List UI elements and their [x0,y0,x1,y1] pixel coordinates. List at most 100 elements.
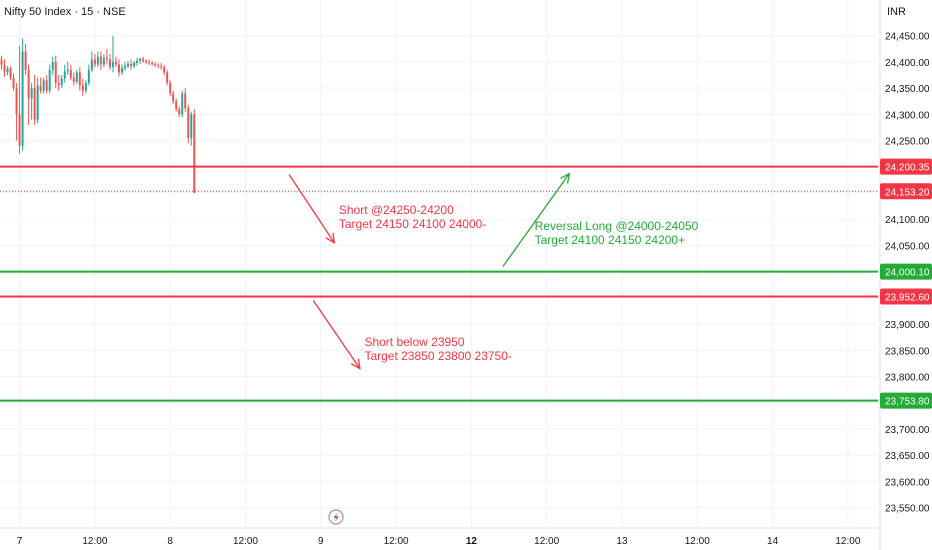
candle-body [187,108,190,138]
candle [139,57,142,65]
candle [154,61,157,68]
arrow-shaft[interactable] [312,300,361,369]
time-tick-label: 12:00 [82,536,107,547]
price-level-label: 24,153.20 [885,187,930,198]
candle-body [93,59,96,65]
candle [57,75,60,91]
candle-body [27,69,30,99]
candle [96,51,99,68]
candle-body [166,72,169,83]
candle-body [18,114,21,146]
trade-annotation[interactable]: Short below 23950 Target 23850 23800 2375… [364,335,511,363]
candles [0,35,196,193]
candle [127,60,130,69]
candle [133,60,136,69]
price-level-label: 24,200.35 [885,163,930,174]
annotation-line: Target 24150 24100 24000- [338,217,487,232]
candle-body [51,61,54,70]
candle-body [36,85,39,120]
price-tick-label: 24,350.00 [885,84,930,95]
candle [48,64,51,94]
annotation-line: Reversal Long @24000-24050 [534,219,699,234]
trend-arrow[interactable] [502,172,571,267]
candle-body [60,78,63,86]
candle-body [117,64,120,73]
time-tick-label: 12:00 [233,536,258,547]
candle [81,78,84,97]
candle-body [21,51,24,146]
candle-body [63,71,66,79]
candle [90,51,93,73]
candle [69,64,72,81]
candle-body [175,101,178,110]
candle [187,104,190,144]
grid-layer [0,0,878,528]
trade-annotation[interactable]: Short @24250-24200 Target 24150 24100 240… [339,203,486,231]
arrow-shaft[interactable] [288,174,335,244]
candle [163,64,166,76]
candle-body [160,66,163,68]
candle-body [133,62,136,67]
trend-arrow[interactable] [312,300,361,370]
candle [130,59,133,70]
price-level-badge [880,392,932,409]
candle-body [105,57,108,60]
trend-arrows[interactable] [288,172,571,370]
candle-body [6,68,9,73]
candle-body [54,61,57,83]
price-level-badge [880,183,932,200]
candle-body [114,61,117,65]
time-tick-label: 12:00 [685,536,710,547]
candle [18,46,21,154]
candle-body [123,66,126,69]
time-axis[interactable]: 7 12:00 8 12:00 9 12:00 12 12:00 13 12:00 14 12:00 [0,527,880,547]
candle [111,35,114,73]
arrow-head[interactable] [325,232,336,245]
horizontal-levels[interactable] [0,165,878,402]
candle-body [9,68,12,78]
arrow-head[interactable] [560,172,571,184]
candle [169,80,172,97]
candle [36,77,39,124]
candle [21,38,24,152]
candle-body [0,59,3,65]
candle-body [178,109,181,115]
price-axis[interactable]: 23,550.00 23,600.00 23,650.00 23,700.00 23,7… [879,0,932,550]
arrow-head[interactable] [350,358,361,370]
candle [120,64,123,76]
candle [114,56,117,68]
candle [42,77,45,94]
price-tick-label: 23,650.00 [885,451,930,462]
candle-body [127,64,130,67]
price-level-label: 23,753.80 [885,397,930,408]
time-tick-label: 7 [17,536,23,547]
candle-body [96,56,99,65]
trend-arrow[interactable] [288,174,336,245]
candle [142,56,145,63]
price-tick-label: 24,300.00 [885,110,930,121]
candle [102,54,105,68]
annotation-line: Target 23850 23800 23750- [364,348,512,363]
candle [181,90,184,117]
price-level-badge [880,263,932,280]
time-tick-label: 9 [318,536,324,547]
candle [84,80,87,94]
candle-body [48,69,51,91]
price-tick-label: 23,700.00 [885,425,930,436]
symbol-title: Nifty 50 Index · 15 · NSE [4,6,126,18]
event-markers[interactable] [328,509,344,525]
candle-body [72,77,75,82]
candle [39,77,42,94]
candle-body [39,85,42,91]
candle [117,59,120,77]
lightning-icon[interactable] [328,509,344,525]
candle [54,55,57,89]
currency-label[interactable]: INR [887,6,906,18]
candle [99,51,102,70]
candle [30,82,33,120]
trade-annotation[interactable]: Reversal Long @24000-24050 Target 24100 2… [535,219,699,247]
candle [24,43,27,76]
candle-body [154,64,157,66]
arrow-shaft[interactable] [502,173,570,267]
